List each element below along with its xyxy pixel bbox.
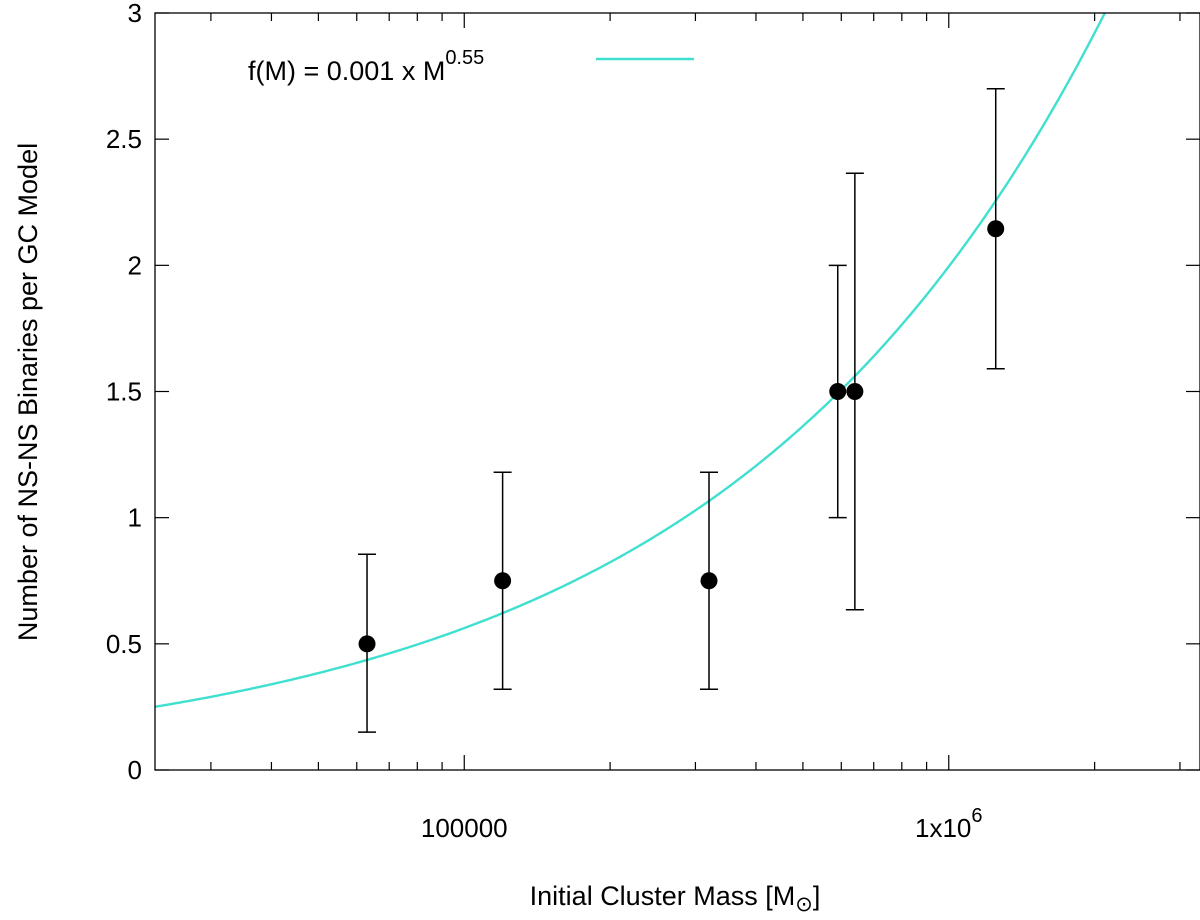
x-tick-label: 1x106 <box>915 805 983 843</box>
data-point-group <box>493 471 512 691</box>
y-tick-label: 1 <box>128 503 142 533</box>
x-axis-title: Initial Cluster Mass [M⊙] <box>530 881 821 916</box>
x-axis-title-suffix: ] <box>813 881 821 911</box>
legend: f(M) = 0.001 x M0.55 <box>248 47 694 86</box>
data-point-group <box>700 471 719 691</box>
data-point-group <box>986 87 1005 370</box>
legend-label: f(M) = 0.001 x M0.55 <box>248 47 484 86</box>
data-point <box>987 220 1005 238</box>
data-point <box>846 383 864 400</box>
legend-exponent: 0.55 <box>445 47 484 69</box>
fit-layer <box>154 12 1106 708</box>
legend-prefix: f(M) = 0.001 x M <box>248 56 445 86</box>
data-point-group <box>845 172 864 611</box>
data-point-group <box>358 553 377 733</box>
data-point <box>829 383 847 400</box>
y-tick-label: 0 <box>128 755 142 785</box>
data-point <box>358 635 376 653</box>
y-tick-label: 1.5 <box>106 377 142 407</box>
y-axis-title: Number of NS-NS Binaries per GC Model <box>13 143 43 641</box>
data-point <box>700 572 718 590</box>
data-point <box>494 572 512 590</box>
x-tick-label: 100000 <box>421 813 508 843</box>
y-tick-label: 2.5 <box>106 124 142 154</box>
x-axis-title-subscript: ⊙ <box>795 893 813 916</box>
ticks-layer: 0 0.5 1 1.5 2 2.5 3 100000 1x106 <box>106 0 1200 843</box>
fit-curve <box>154 12 1106 708</box>
x-axis-title-text: Initial Cluster Mass [M <box>530 881 796 911</box>
y-tick-label: 0.5 <box>106 629 142 659</box>
data-point-group <box>828 264 847 519</box>
y-tick-label: 3 <box>128 0 142 28</box>
plot-frame <box>154 12 1200 771</box>
points-layer <box>358 87 1005 733</box>
y-tick-label: 2 <box>128 250 142 280</box>
